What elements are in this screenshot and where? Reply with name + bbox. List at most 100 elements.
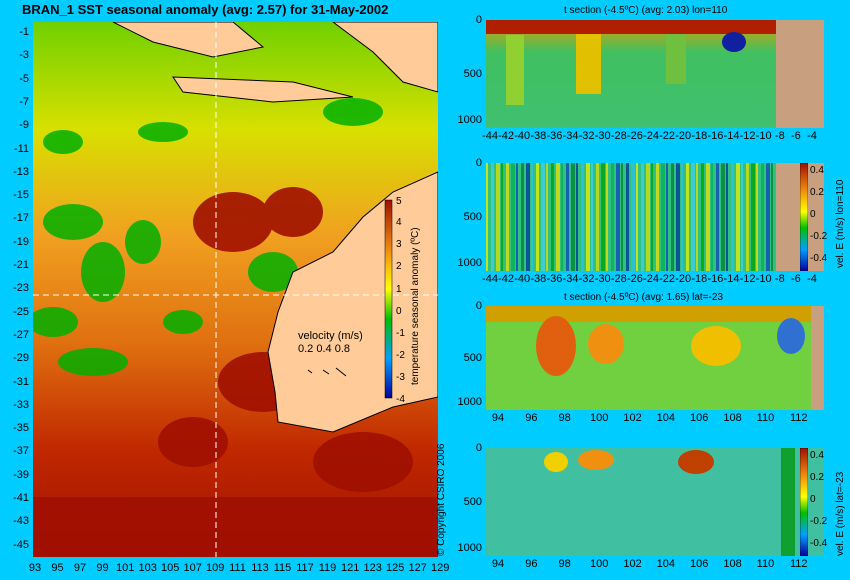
velocity-stripe	[571, 163, 575, 271]
panel-x-tick: 110	[756, 412, 775, 424]
velocity-stripe	[751, 163, 755, 271]
panel-cbar-tick: 0.4	[810, 165, 824, 176]
lon-tick-label: 113	[251, 562, 269, 574]
sst-anomaly-map[interactable]	[33, 22, 438, 557]
panel-x-tick: -44	[482, 130, 498, 142]
velocity-stripe	[536, 163, 539, 271]
lat-tick-label: -27	[13, 328, 29, 341]
lat-tick-label: -7	[19, 95, 29, 108]
panel-cbar-tick: -0.4	[810, 538, 828, 549]
lon-tick-label: 105	[161, 562, 180, 574]
map-cbar-tick: -3	[396, 372, 405, 383]
velocity-stripe	[621, 163, 623, 271]
panel-x-tick: -22	[659, 130, 676, 142]
lat-tick-label: -43	[13, 515, 29, 528]
lon-tick-label: 115	[273, 562, 292, 574]
lat-tick-label: -29	[13, 352, 29, 365]
panel-1-section[interactable]	[486, 20, 824, 128]
panel-y-tick: 500	[463, 352, 482, 364]
velocity-stripe	[651, 163, 653, 271]
velocity-stripe	[541, 163, 545, 271]
panel-x-tick: 100	[590, 558, 609, 570]
velocity-stripe	[491, 163, 494, 271]
panel-x-tick: -18	[691, 273, 708, 285]
velocity-stripe	[646, 163, 650, 271]
panel-4-cbar-label: vel. E (m/s) lat=-23	[835, 471, 846, 556]
panel-x-tick: 102	[623, 558, 642, 570]
lat-tick-label: -1	[19, 26, 29, 38]
velocity-stripe	[606, 163, 608, 271]
panel-x-tick: 100	[590, 412, 609, 424]
lon-tick-label: 125	[386, 562, 405, 574]
panel-4-colorbar	[800, 448, 808, 556]
panel-x-tick: -36	[546, 130, 563, 142]
panel-2-section[interactable]	[486, 163, 824, 271]
velocity-stripe	[711, 163, 713, 271]
panel-x-tick: -42	[498, 273, 515, 285]
panel-cbar-tick: -0.2	[810, 231, 828, 242]
panel-x-tick: -28	[610, 273, 627, 285]
lon-tick-label: 103	[138, 562, 157, 574]
velocity-stripe	[551, 163, 554, 271]
map-cbar-tick: 3	[396, 239, 402, 250]
map-cbar-label: temperature seasonal anomaly (ºC)	[410, 227, 421, 385]
lat-tick-label: -11	[13, 142, 29, 155]
map-cbar-tick: -2	[396, 350, 405, 361]
panel-x-tick: -32	[578, 273, 595, 285]
velocity-stripe	[611, 163, 614, 271]
velocity-stripe	[586, 163, 590, 271]
panel-x-tick: -14	[723, 273, 740, 285]
velocity-stripe	[706, 163, 710, 271]
panel-3-section[interactable]	[486, 306, 824, 410]
panel-x-tick: -24	[643, 273, 659, 285]
panel-x-tick: -40	[514, 273, 531, 285]
panel-y-tick: 1000	[457, 114, 482, 126]
panel-y-tick: 0	[475, 157, 482, 169]
panel-y-tick: 500	[463, 496, 482, 508]
panel-y-tick: 0	[475, 14, 482, 26]
panel-x-tick: -8	[774, 130, 785, 142]
lon-tick-label: 119	[318, 562, 337, 574]
panel-y-tick: 1000	[457, 257, 482, 269]
panel-x-tick: 112	[790, 412, 808, 424]
velocity-stripe	[546, 163, 548, 271]
lat-tick-label: -17	[13, 212, 29, 225]
panel-x-tick: 106	[690, 558, 709, 570]
panel-x-tick: -38	[530, 130, 547, 142]
panel-x-tick: 112	[790, 558, 808, 570]
lon-tick-label: 99	[96, 562, 109, 574]
panel-x-tick: -4	[807, 130, 817, 142]
lat-tick-label: -21	[13, 259, 29, 271]
velocity-stripe	[501, 163, 503, 271]
panel-y-tick: 500	[463, 68, 482, 80]
velocity-stripe	[716, 163, 719, 271]
velocity-stripe	[511, 163, 515, 271]
velocity-stripe	[666, 163, 668, 271]
lat-tick-label: -39	[13, 468, 29, 481]
map-cbar-tick: 0	[396, 306, 402, 317]
velocity-stripe	[656, 163, 659, 271]
lon-tick-label: 127	[408, 562, 427, 574]
panel-cbar-tick: 0	[810, 209, 816, 220]
panel-x-tick: -40	[514, 130, 531, 142]
lat-tick-label: -31	[13, 375, 29, 388]
velocity-stripe	[566, 163, 569, 271]
map-cbar-tick: -4	[396, 394, 405, 405]
panel-cbar-tick: 0	[810, 494, 816, 505]
lat-tick-label: -45	[13, 538, 29, 551]
velocity-stripe	[616, 163, 620, 271]
velocity-stripe	[496, 163, 500, 271]
panel-x-tick: -16	[707, 273, 724, 285]
panel-x-tick: -6	[791, 273, 801, 285]
velocity-scale: 0.2 0.4 0.8	[298, 343, 350, 355]
map-cbar-tick: 1	[396, 284, 402, 295]
panel-x-tick: 108	[723, 412, 742, 424]
panel-x-tick: -12	[739, 273, 756, 285]
panel-x-tick: -10	[755, 130, 772, 142]
velocity-stripe	[561, 163, 563, 271]
lon-tick-label: 123	[363, 562, 382, 574]
lat-tick-label: -19	[13, 235, 29, 248]
velocity-stripe	[741, 163, 743, 271]
panel-4-section[interactable]	[486, 448, 824, 556]
velocity-stripe	[626, 163, 629, 271]
